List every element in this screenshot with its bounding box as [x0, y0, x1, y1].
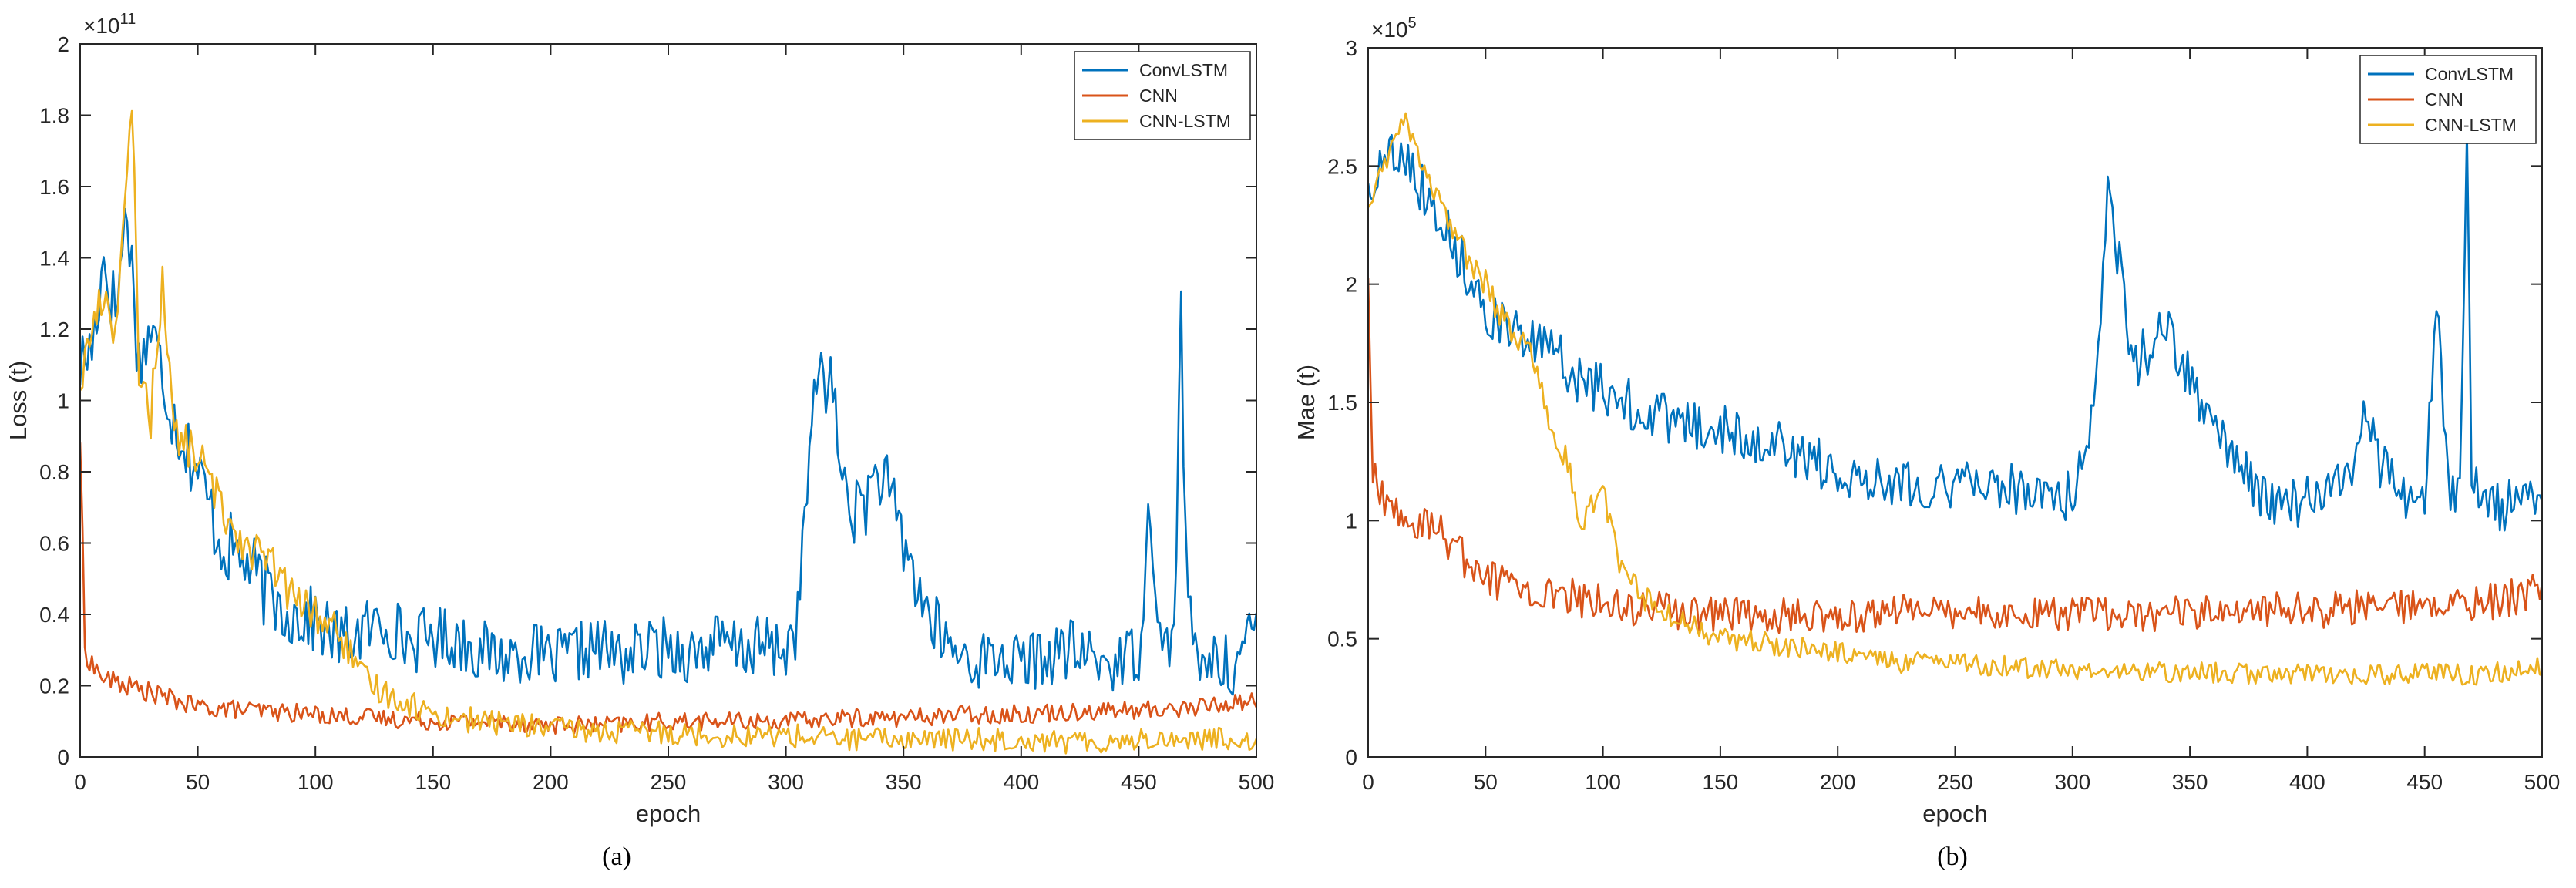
x-tick-label: 350	[2172, 770, 2208, 794]
series-line-cnn	[1368, 277, 2542, 634]
y-tick-label: 0	[57, 745, 69, 769]
legend-entry: CNN-LSTM	[1139, 111, 1231, 131]
y-tick-label: 2	[57, 32, 69, 56]
x-tick-label: 0	[74, 770, 86, 794]
y-exponent-label: ×1011	[83, 11, 136, 38]
x-tick-label: 350	[886, 770, 922, 794]
series-line-cnn-lstm	[1368, 112, 2542, 686]
y-tick-label: 1	[57, 389, 69, 413]
x-axis-label: epoch	[1922, 800, 1987, 827]
y-tick-label: 1	[1345, 509, 1357, 533]
y-tick-label: 1.5	[1327, 391, 1357, 415]
series-line-cnn	[80, 442, 1256, 735]
x-tick-label: 50	[1474, 770, 1498, 794]
x-tick-label: 200	[533, 770, 569, 794]
y-tick-label: 0.2	[39, 674, 69, 698]
x-tick-label: 400	[1003, 770, 1039, 794]
y-axis-label: Mae (t)	[1293, 365, 1320, 440]
y-tick-label: 2	[1345, 273, 1357, 297]
y-exponent-label: ×105	[1371, 15, 1417, 42]
x-tick-label: 150	[1703, 770, 1739, 794]
y-tick-label: 1.4	[39, 247, 69, 271]
chart-panel-a: 0 50 100 150 200 250 300 350 400 450 500 0 0.2 0.4 0.6…	[5, 11, 1274, 871]
x-axis-label: epoch	[636, 800, 701, 827]
legend-entry: ConvLSTM	[1139, 60, 1228, 80]
legend-entry: CNN	[2425, 89, 2463, 109]
y-tick-label: 0	[1345, 745, 1357, 769]
y-tick-label: 1.6	[39, 175, 69, 199]
panel-label: (a)	[602, 843, 631, 871]
x-tick-label: 400	[2289, 770, 2325, 794]
panel-label: (b)	[1937, 843, 1968, 871]
legend-entry: CNN	[1139, 86, 1178, 106]
x-tick-label: 0	[1362, 770, 1374, 794]
x-tick-label: 150	[415, 770, 451, 794]
legend-entry: ConvLSTM	[2425, 64, 2514, 84]
x-tick-label: 250	[1937, 770, 1973, 794]
x-tick-label: 300	[2054, 770, 2090, 794]
x-tick-label: 300	[768, 770, 804, 794]
y-tick-label: 1.8	[39, 104, 69, 128]
y-tick-label: 0.8	[39, 460, 69, 484]
y-axis-label: Loss (t)	[5, 361, 32, 440]
legend-entry: CNN-LSTM	[2425, 115, 2517, 135]
series-line-cnn-lstm	[80, 109, 1256, 755]
series-line-convlstm	[80, 207, 1256, 696]
chart-panel-b: 0 50 100 150 200 250 300 350 400 450 500 0 0.5 1 1.5 2 2…	[1293, 15, 2560, 871]
legend: ConvLSTM CNN CNN-LSTM	[2359, 55, 2537, 144]
y-tick-label: 0.6	[39, 532, 69, 556]
x-tick-label: 200	[1820, 770, 1856, 794]
y-tick-label: 3	[1345, 36, 1357, 60]
legend: ConvLSTM CNN CNN-LSTM	[1074, 51, 1251, 140]
y-tick-label: 0.4	[39, 603, 69, 627]
x-tick-label: 450	[2406, 770, 2443, 794]
x-tick-label: 450	[1121, 770, 1157, 794]
x-tick-label: 250	[651, 770, 687, 794]
series-line-convlstm	[1368, 129, 2542, 532]
y-tick-label: 1.2	[39, 318, 69, 341]
x-tick-label: 100	[298, 770, 334, 794]
y-tick-label: 0.5	[1327, 627, 1357, 651]
x-tick-label: 500	[2524, 770, 2561, 794]
x-tick-label: 100	[1585, 770, 1621, 794]
x-tick-label: 500	[1239, 770, 1275, 794]
y-tick-label: 2.5	[1327, 154, 1357, 178]
x-tick-label: 50	[186, 770, 210, 794]
